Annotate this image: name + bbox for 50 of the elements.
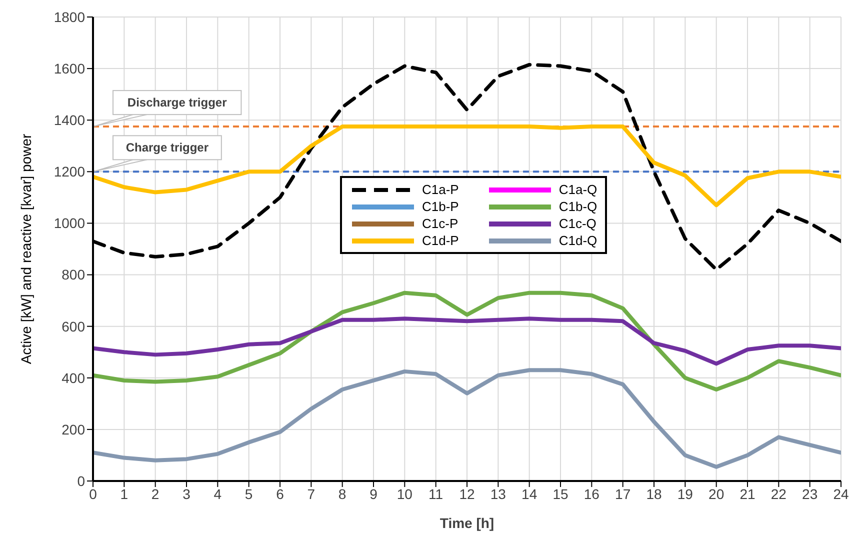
y-tick-label: 1800 [54, 8, 86, 25]
x-tick-label: 15 [552, 486, 568, 502]
legend-label: C1d-Q [558, 233, 598, 248]
x-tick-label: 16 [584, 486, 600, 502]
x-axis-title: Time [h] [440, 515, 494, 531]
x-tick-label: 5 [244, 486, 253, 502]
y-tick-label: 200 [62, 421, 86, 438]
x-tick-label: 14 [522, 486, 538, 502]
x-tick-label: 3 [182, 486, 191, 502]
x-tick-label: 0 [89, 486, 98, 502]
legend-label: C1c-Q [558, 216, 596, 231]
y-tick-label: 400 [62, 370, 86, 386]
x-tick-label: 9 [370, 486, 378, 502]
legend-label: C1b-P [422, 199, 459, 214]
x-tick-label: 7 [307, 486, 316, 502]
legend-label: C1a-Q [558, 182, 598, 197]
x-tick-label: 23 [802, 486, 818, 502]
legend-label: C1a-P [422, 182, 459, 197]
legend-label: C1d-P [422, 233, 459, 248]
line-series [93, 316, 841, 366]
line-series [93, 290, 841, 392]
y-tick-label: 0 [77, 472, 86, 489]
legend-label: C1c-P [422, 216, 458, 231]
x-tick-label: 13 [490, 486, 506, 502]
ref-line-label: Charge trigger [126, 140, 209, 155]
y-tick-label: 800 [62, 266, 86, 283]
x-tick-label: 18 [646, 486, 662, 502]
y-tick-label: 1200 [54, 164, 86, 180]
x-tick-label: 2 [151, 486, 160, 502]
y-tick-label: 1000 [54, 215, 86, 232]
x-tick-label: 4 [214, 486, 222, 502]
legend-label: C1b-Q [558, 199, 598, 214]
x-tick-label: 6 [276, 486, 284, 502]
line-series [93, 368, 841, 469]
x-tick-label: 24 [833, 486, 849, 502]
x-tick-label: 20 [708, 486, 724, 502]
y-tick-label: 600 [62, 318, 86, 334]
x-tick-label: 10 [396, 486, 413, 502]
x-tick-label: 17 [615, 486, 631, 502]
x-tick-label: 19 [677, 486, 694, 502]
x-tick-label: 11 [428, 486, 444, 502]
x-tick-label: 12 [459, 486, 475, 502]
x-tick-label: 21 [740, 486, 756, 502]
y-axis-title: Active [kW] and reactive [kvar] power [18, 134, 34, 364]
ref-line-label: Discharge trigger [127, 96, 228, 110]
x-tick-label: 8 [338, 486, 346, 502]
x-tick-label: 22 [770, 486, 787, 502]
y-tick-label: 1400 [54, 112, 86, 128]
x-tick-label: 1 [120, 486, 128, 502]
y-tick-label: 1600 [54, 60, 86, 77]
